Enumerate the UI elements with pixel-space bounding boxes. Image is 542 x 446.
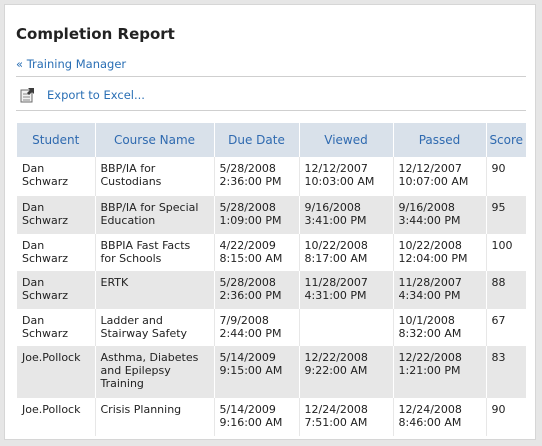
passed-cell: 11/28/2007 4:34:00 PM xyxy=(393,271,487,309)
table-row: Dan Schwarz ERTK 5/28/2008 2:36:00 PM 11… xyxy=(17,271,526,309)
column-header-viewed[interactable]: Viewed xyxy=(299,123,394,157)
passed-cell: 12/24/2008 8:46:00 AM xyxy=(393,398,487,436)
passed-cell: 12/22/2008 1:21:00 PM xyxy=(393,346,487,398)
divider xyxy=(16,76,526,77)
student-cell: Dan Schwarz xyxy=(17,309,96,346)
course-cell: BBPIA Fast Facts for Schools xyxy=(95,234,215,271)
table-row: Dan Schwarz BBP/IA for Special Education… xyxy=(17,196,526,234)
passed-cell: 10/22/2008 12:04:00 PM xyxy=(393,234,487,271)
viewed-cell: 9/16/2008 3:41:00 PM xyxy=(299,196,394,234)
course-cell: Ladder and Stairway Safety xyxy=(95,309,215,346)
passed-cell: 9/16/2008 3:44:00 PM xyxy=(393,196,487,234)
viewed-cell xyxy=(299,309,394,346)
viewed-cell: 10/22/2008 8:17:00 AM xyxy=(299,234,394,271)
due-date-cell: 4/22/2009 8:15:00 AM xyxy=(214,234,300,271)
score-cell: 95 xyxy=(486,196,526,234)
course-cell: BBP/IA for Special Education xyxy=(95,196,215,234)
table-row: Dan Schwarz BBPIA Fast Facts for Schools… xyxy=(17,234,526,271)
viewed-cell: 11/28/2007 4:31:00 PM xyxy=(299,271,394,309)
viewed-cell: 12/22/2008 9:22:00 AM xyxy=(299,346,394,398)
student-cell: Joe.Pollock xyxy=(17,346,96,398)
page-title: Completion Report xyxy=(16,25,175,43)
score-cell: 88 xyxy=(486,271,526,309)
column-header-passed[interactable]: Passed xyxy=(393,123,487,157)
report-panel: Completion Report « Training Manager Exp… xyxy=(4,4,536,440)
viewed-cell: 12/24/2008 7:51:00 AM xyxy=(299,398,394,436)
student-cell: Dan Schwarz xyxy=(17,157,96,196)
score-cell: 67 xyxy=(486,309,526,346)
column-header-course-name[interactable]: Course Name xyxy=(95,123,215,157)
student-cell: Dan Schwarz xyxy=(17,196,96,234)
column-header-student[interactable]: Student xyxy=(17,123,96,157)
viewed-cell: 12/12/2007 10:03:00 AM xyxy=(299,157,394,196)
score-cell: 90 xyxy=(486,398,526,436)
table-row: Dan Schwarz Ladder and Stairway Safety 7… xyxy=(17,309,526,346)
export-label: Export to Excel... xyxy=(47,88,145,102)
score-cell: 100 xyxy=(486,234,526,271)
score-cell: 90 xyxy=(486,157,526,196)
due-date-cell: 5/28/2008 2:36:00 PM xyxy=(214,271,300,309)
passed-cell: 12/12/2007 10:07:00 AM xyxy=(393,157,487,196)
student-cell: Joe.Pollock xyxy=(17,398,96,436)
table-header-row: Student Course Name Due Date Viewed Pass… xyxy=(17,123,526,157)
student-cell: Dan Schwarz xyxy=(17,271,96,309)
due-date-cell: 5/28/2008 1:09:00 PM xyxy=(214,196,300,234)
completion-table: Student Course Name Due Date Viewed Pass… xyxy=(17,123,526,436)
passed-cell: 10/1/2008 8:32:00 AM xyxy=(393,309,487,346)
table-row: Joe.Pollock Crisis Planning 5/14/2009 9:… xyxy=(17,398,526,436)
table-row: Joe.Pollock Asthma, Diabetes and Epileps… xyxy=(17,346,526,398)
export-to-excel-button[interactable]: Export to Excel... xyxy=(20,85,145,105)
due-date-cell: 5/28/2008 2:36:00 PM xyxy=(214,157,300,196)
course-cell: Asthma, Diabetes and Epilepsy Training xyxy=(95,346,215,398)
divider xyxy=(16,110,526,111)
column-header-score[interactable]: Score xyxy=(486,123,526,157)
student-cell: Dan Schwarz xyxy=(17,234,96,271)
due-date-cell: 7/9/2008 2:44:00 PM xyxy=(214,309,300,346)
course-cell: ERTK xyxy=(95,271,215,309)
training-manager-link[interactable]: « Training Manager xyxy=(16,57,127,71)
due-date-cell: 5/14/2009 9:16:00 AM xyxy=(214,398,300,436)
course-cell: Crisis Planning xyxy=(95,398,215,436)
course-cell: BBP/IA for Custodians xyxy=(95,157,215,196)
column-header-due-date[interactable]: Due Date xyxy=(214,123,300,157)
excel-export-icon xyxy=(20,87,36,103)
due-date-cell: 5/14/2009 9:15:00 AM xyxy=(214,346,300,398)
table-row: Dan Schwarz BBP/IA for Custodians 5/28/2… xyxy=(17,157,526,196)
score-cell: 83 xyxy=(486,346,526,398)
